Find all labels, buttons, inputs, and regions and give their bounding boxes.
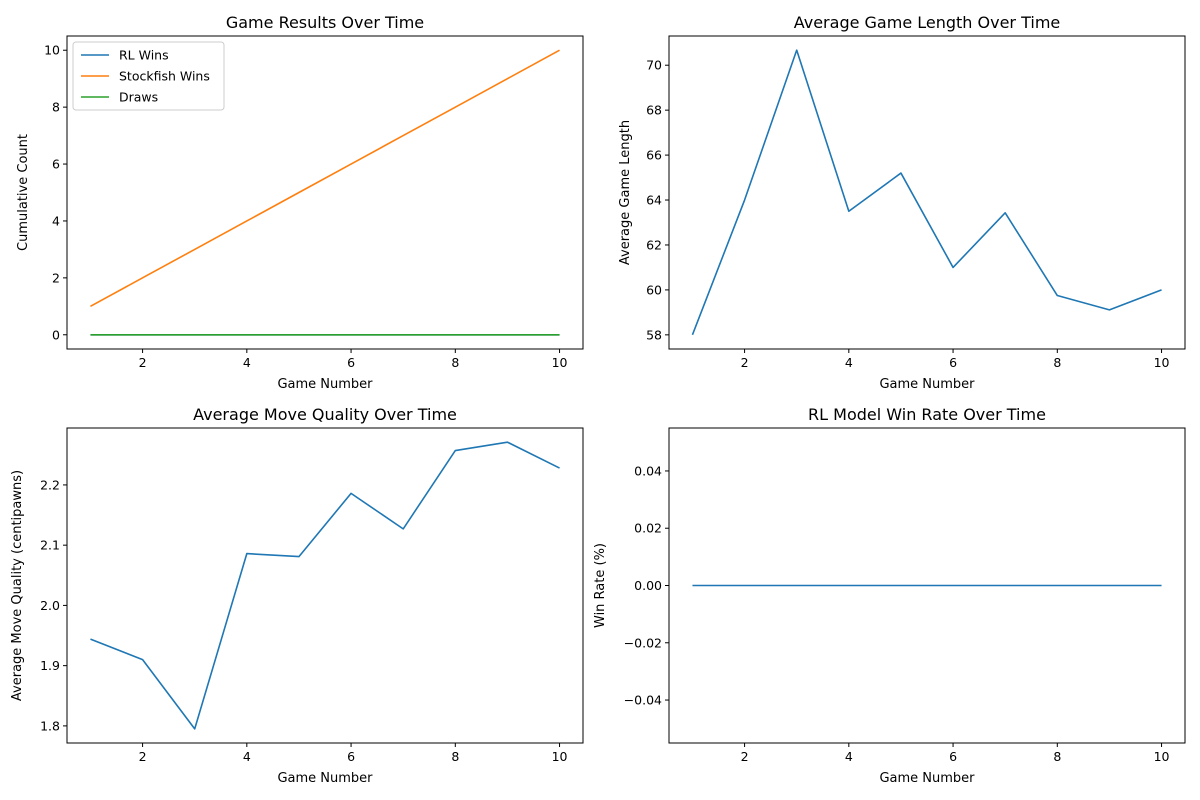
- y-tick-label: 2.2: [40, 477, 60, 492]
- y-tick-label: 68: [646, 103, 662, 118]
- y-tick-label: 2.1: [40, 538, 60, 553]
- y-axis-label: Average Game Length: [618, 120, 633, 265]
- y-tick-label: 2.0: [40, 598, 60, 613]
- x-tick-label: 4: [845, 749, 853, 764]
- y-tick-label: 4: [52, 213, 60, 228]
- subplot-3: Average Move Quality Over Time 2 4 6 8 10 1.8 1…: [10, 405, 584, 786]
- y-tick-label: 64: [646, 193, 662, 208]
- x-tick-label: 10: [1154, 355, 1170, 370]
- y-tick-label: −0.02: [624, 635, 662, 650]
- y-tick-label: 6: [52, 157, 60, 172]
- y-tick-label: 66: [646, 148, 662, 163]
- x-tick-label: 2: [741, 749, 749, 764]
- plot-frame: [66, 427, 584, 744]
- chart-title: Average Move Quality Over Time: [193, 405, 457, 424]
- x-axis-label: Game Number: [277, 377, 373, 392]
- y-tick-label: 0.02: [634, 521, 662, 536]
- x-tick-label: 8: [451, 355, 459, 370]
- x-tick-label: 6: [949, 355, 957, 370]
- x-tick-label: 4: [243, 355, 251, 370]
- x-tick-label: 2: [139, 355, 147, 370]
- y-tick-label: 58: [646, 327, 662, 342]
- x-tick-label: 8: [1053, 749, 1061, 764]
- x-axis-label: Game Number: [879, 377, 975, 392]
- subplot-4: RL Model Win Rate Over Time 2 4 6 8 10 −0.04 −0…: [593, 405, 1186, 786]
- series-line: [691, 49, 1162, 336]
- x-axis-label: Game Number: [277, 771, 373, 786]
- x-tick-label: 6: [949, 749, 957, 764]
- chart-title: RL Model Win Rate Over Time: [808, 405, 1046, 424]
- y-tick-label: 70: [646, 58, 662, 73]
- x-axis-label: Game Number: [879, 771, 975, 786]
- x-tick-label: 6: [347, 749, 355, 764]
- plot-frame: [66, 35, 584, 350]
- subplot-1: Game Results Over Time 2 4 6 8 10 0 2 4 6 8 10 Game …: [16, 13, 584, 392]
- x-tick-label: 8: [1053, 355, 1061, 370]
- y-axis-label: Win Rate (%): [593, 543, 608, 628]
- y-tick-label: 0: [52, 327, 60, 342]
- x-tick-label: 6: [347, 355, 355, 370]
- y-tick-label: 1.9: [40, 658, 60, 673]
- y-tick-label: 0.00: [634, 578, 662, 593]
- plot-frame: [668, 35, 1186, 350]
- x-tick-label: 10: [552, 749, 568, 764]
- y-axis-label: Average Move Quality (centipawns): [10, 470, 25, 701]
- y-tick-label: 62: [646, 237, 662, 252]
- y-tick-label: 8: [52, 100, 60, 115]
- legend-box: [72, 41, 225, 111]
- series-line-stockfish-wins: [90, 49, 560, 308]
- legend-label: Stockfish Wins: [119, 69, 210, 84]
- y-tick-label: 10: [44, 43, 60, 58]
- x-tick-label: 8: [451, 749, 459, 764]
- series-line: [90, 441, 560, 730]
- y-tick-label: 2: [52, 270, 60, 285]
- y-tick-label: 60: [646, 282, 662, 297]
- x-tick-label: 2: [139, 749, 147, 764]
- y-axis-label: Cumulative Count: [16, 134, 31, 251]
- legend: RL Wins Stockfish Wins Draws: [72, 41, 225, 111]
- legend-label: RL Wins: [119, 48, 169, 63]
- chart-title: Average Game Length Over Time: [794, 13, 1061, 32]
- y-tick-label: 1.8: [40, 718, 60, 733]
- x-tick-label: 10: [552, 355, 568, 370]
- y-tick-label: 0.04: [634, 463, 662, 478]
- x-tick-label: 10: [1154, 749, 1170, 764]
- x-tick-label: 2: [741, 355, 749, 370]
- chart-title: Game Results Over Time: [226, 13, 424, 32]
- legend-label: Draws: [119, 90, 158, 105]
- y-tick-label: −0.04: [624, 693, 662, 708]
- x-tick-label: 4: [243, 749, 251, 764]
- x-tick-label: 4: [845, 355, 853, 370]
